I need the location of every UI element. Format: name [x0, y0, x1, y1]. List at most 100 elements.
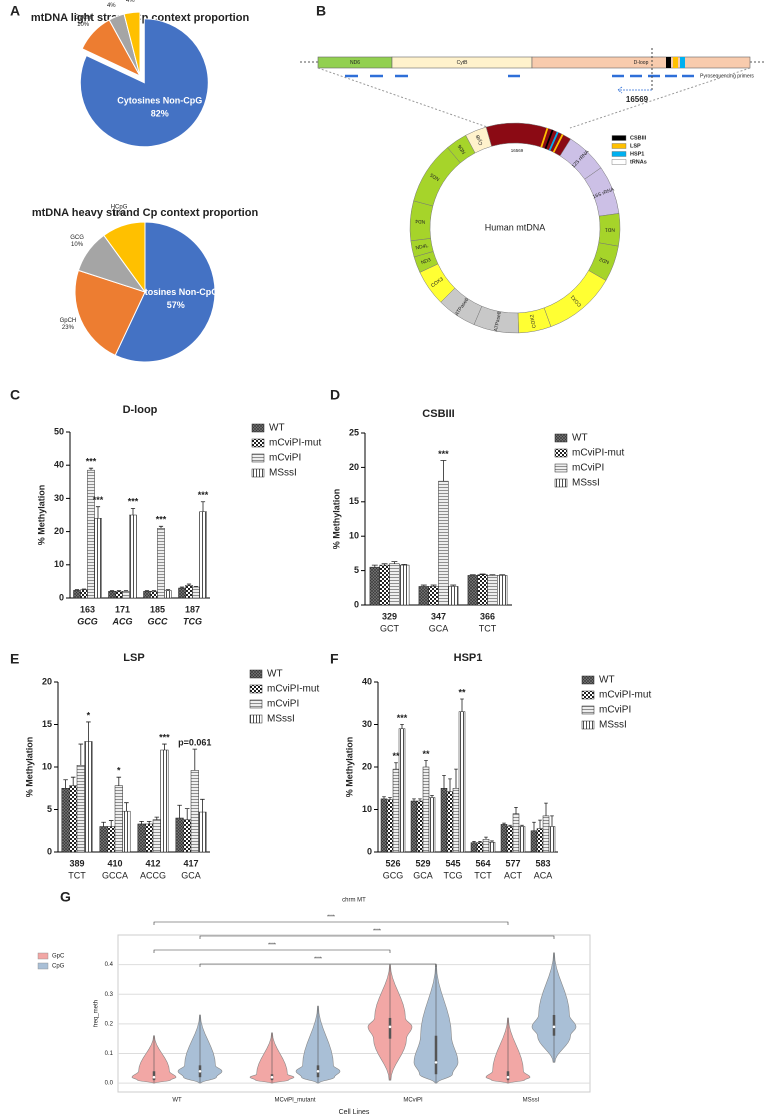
x-tick-label: 577 — [505, 858, 520, 868]
pie-slice — [74, 269, 146, 357]
significance-bracket — [153, 921, 509, 925]
legend-swatch — [581, 675, 595, 685]
bar — [129, 514, 137, 599]
x-tick-label: 529 — [415, 858, 430, 868]
panel-label: B — [316, 3, 326, 19]
bar — [518, 826, 526, 853]
bar — [99, 826, 108, 853]
violin-median — [388, 1025, 392, 1029]
y-tick-label: 10 — [349, 531, 359, 541]
gene-segment — [531, 56, 751, 69]
legend-swatch — [554, 463, 568, 473]
bar — [73, 590, 81, 599]
bar — [488, 841, 496, 853]
pie-title: mtDNA heavy strand Cp context proportion — [32, 207, 259, 219]
y-tick-label: 0 — [367, 846, 372, 856]
error-bar — [490, 840, 494, 843]
bar — [448, 586, 459, 606]
gene-label: ND4 — [415, 218, 426, 225]
y-tick-label: 30 — [54, 493, 64, 503]
annotation: ** — [458, 687, 466, 697]
y-tick-label: 20 — [362, 761, 372, 771]
legend-label: CSBIII — [630, 135, 647, 141]
error-bar — [63, 779, 68, 789]
y-tick-label: 25 — [349, 427, 359, 437]
error-bar — [550, 815, 554, 827]
error-bar — [382, 796, 386, 799]
legend-swatch — [249, 699, 263, 709]
slice-label: GCG — [104, 0, 118, 2]
bar — [150, 591, 158, 599]
bar — [145, 823, 154, 853]
y-tick-label: 5 — [354, 565, 359, 575]
bar — [199, 511, 207, 599]
significance-label: **** — [268, 942, 276, 948]
bar — [476, 842, 484, 853]
bar — [183, 819, 192, 853]
pie-slice — [123, 11, 141, 77]
legend-swatch — [581, 690, 595, 700]
x-subcategory-label: ACG — [112, 616, 133, 626]
x-tick-label: MSssI — [523, 1098, 540, 1104]
bar — [61, 788, 70, 853]
gene-label: ND3 — [420, 257, 432, 266]
bar — [467, 575, 478, 606]
violin-median — [198, 1069, 202, 1073]
slice-label: Cytosines Non-CpG — [117, 95, 202, 105]
annotation: *** — [198, 490, 209, 500]
error-bar — [184, 808, 190, 820]
annotation: * — [87, 710, 91, 720]
legend-label: mCviPI-mut — [599, 690, 651, 701]
error-bar — [70, 776, 76, 786]
legend-swatch — [581, 720, 595, 730]
y-tick-label: 5 — [47, 804, 52, 814]
y-tick-label: 10 — [42, 761, 52, 771]
error-bar — [400, 724, 404, 729]
y-tick-label: 20 — [54, 526, 64, 536]
bar — [108, 591, 116, 599]
pie-slice — [103, 221, 146, 294]
gene-label: CytB — [457, 60, 469, 66]
x-tick-label: 329 — [382, 611, 397, 621]
gene-segment — [465, 126, 492, 154]
y-tick-label: 10 — [54, 559, 64, 569]
error-bar — [478, 840, 482, 843]
error-bar — [88, 467, 94, 471]
error-bar — [192, 748, 198, 771]
legend-swatch — [611, 151, 627, 157]
error-bar — [151, 590, 157, 592]
bar — [76, 765, 85, 853]
legend-label: mCviPI — [267, 699, 299, 710]
legend-label: WT — [599, 675, 615, 686]
annotation: ** — [392, 751, 400, 761]
bar — [428, 797, 436, 853]
x-subcategory-label: TCT — [479, 623, 497, 633]
gene-label: ATPase8 — [493, 311, 503, 332]
x-subcategory-label: GCA — [429, 623, 449, 633]
legend-swatch — [249, 684, 263, 694]
x-subcategory-label: GCA — [413, 870, 433, 880]
bar — [487, 575, 498, 606]
y-axis-label: freq_meth — [94, 1000, 100, 1027]
slice-value: 10% — [113, 212, 126, 218]
significance-bracket — [199, 935, 555, 939]
pie-slice — [114, 221, 216, 363]
position-label: 16569 — [511, 148, 524, 153]
x-tick-label: 366 — [480, 611, 495, 621]
bar — [452, 788, 460, 853]
x-tick-label: 187 — [185, 604, 200, 614]
error-bar — [179, 586, 185, 589]
legend-swatch — [611, 159, 627, 165]
violin-median — [316, 1069, 320, 1073]
error-bar — [116, 590, 122, 592]
panel-label: F — [330, 651, 339, 667]
legend-label: mCviPI-mut — [269, 438, 321, 449]
bar — [512, 813, 520, 853]
slice-label: Cytosines Non-CpG — [133, 287, 218, 297]
bar — [157, 528, 165, 599]
y-axis-label: % Methylation — [331, 489, 341, 550]
violin-median — [434, 1061, 438, 1064]
y-tick-label: 0.1 — [105, 1051, 114, 1057]
bar — [122, 810, 131, 853]
y-axis-label: % Methylation — [36, 485, 46, 546]
